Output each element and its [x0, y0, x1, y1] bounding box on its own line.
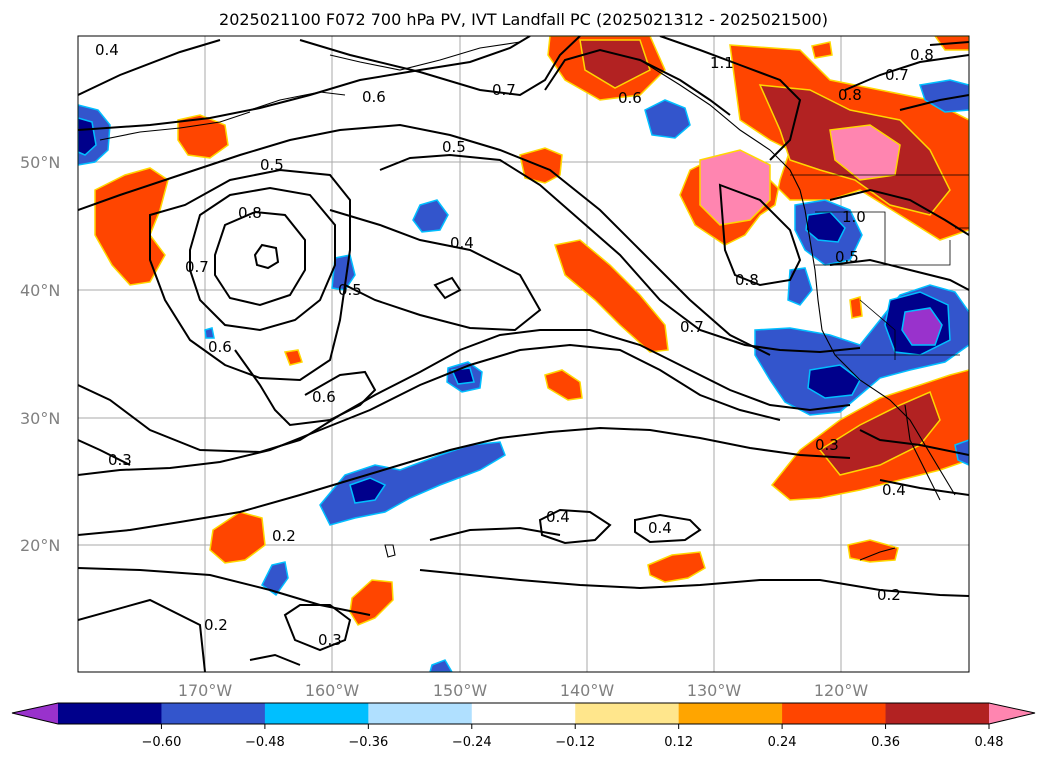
colorbar-tick-label: −0.36 — [348, 735, 388, 750]
colorbar: −0.60 −0.48 −0.36 −0.24 −0.12 0.12 0.24 0.36 0.4… — [11, 702, 1036, 750]
colorbar-ticks: −0.60 −0.48 −0.36 −0.24 −0.12 0.12 0.24 0.36 0.4… — [142, 724, 1004, 750]
colorbar-tick-label: −0.12 — [555, 735, 595, 750]
contour-label: 0.4 — [546, 508, 570, 526]
colorbar-segment — [368, 703, 473, 724]
contour-label: 0.4 — [648, 519, 672, 537]
contour-label: 0.4 — [882, 481, 906, 499]
colorbar-tick-label: 0.24 — [768, 735, 797, 750]
lat-label-50n: 50°N — [20, 153, 60, 172]
colorbar-segment — [885, 703, 990, 724]
colorbar-tick-label: −0.24 — [452, 735, 492, 750]
map-content: 0.4 0.6 0.7 0.6 1.1 0.8 0.7 0.8 0.5 0.8 … — [78, 36, 969, 672]
lat-label-30n: 30°N — [20, 409, 60, 428]
contour-label: 0.7 — [492, 81, 516, 99]
colorbar-segment — [678, 703, 783, 724]
lon-label-150w: 150°W — [433, 681, 488, 700]
contour-label-group: 0.4 0.6 0.7 0.6 1.1 0.8 0.7 0.8 0.5 0.8 … — [95, 41, 934, 649]
contour-label: 0.6 — [618, 89, 642, 107]
colorbar-segment — [58, 703, 162, 724]
colorbar-segment — [161, 703, 266, 724]
contour-label: 1.0 — [842, 208, 866, 226]
colorbar-segment — [575, 703, 680, 724]
contour-label: 0.2 — [204, 616, 228, 634]
contour-label: 0.6 — [208, 338, 232, 356]
lon-label-160w: 160°W — [305, 681, 360, 700]
colorbar-right-extend — [989, 703, 1035, 724]
colorbar-tick-label: 0.48 — [975, 735, 1004, 750]
contour-label: 0.2 — [272, 527, 296, 545]
pv-contours — [78, 36, 969, 672]
contour-label: 0.8 — [238, 204, 262, 222]
contour-label: 0.4 — [450, 234, 474, 252]
lat-label-40n: 40°N — [20, 281, 60, 300]
contour-label: 0.7 — [185, 258, 209, 276]
coastlines — [99, 41, 956, 561]
contour-label: 1.1 — [710, 54, 734, 72]
contour-label: 0.3 — [815, 436, 839, 454]
contour-label: 0.4 — [95, 41, 119, 59]
contour-label: 0.5 — [338, 281, 362, 299]
borders — [790, 174, 969, 360]
contour-label: 0.7 — [885, 66, 909, 84]
colorbar-tick-label: −0.60 — [142, 735, 182, 750]
contour-label: 0.7 — [680, 318, 704, 336]
map-title: 2025021100 F072 700 hPa PV, IVT Landfall… — [219, 10, 828, 29]
lon-label-140w: 140°W — [560, 681, 615, 700]
colorbar-tick-label: 0.12 — [664, 735, 693, 750]
contour-label: 0.8 — [735, 271, 759, 289]
contour-label: 0.5 — [260, 156, 284, 174]
contour-label: 0.8 — [838, 86, 862, 104]
colorbar-segment — [264, 703, 369, 724]
colorbar-outline — [11, 702, 1036, 725]
map-frame — [77, 35, 970, 673]
lon-label-170w: 170°W — [178, 681, 233, 700]
contour-label: 0.5 — [835, 248, 859, 266]
negative-anomaly-fill — [78, 79, 969, 672]
lat-label-20n: 20°N — [20, 536, 60, 555]
contour-label: 0.3 — [318, 631, 342, 649]
colorbar-tick-label: −0.48 — [245, 735, 285, 750]
colorbar-segment — [471, 703, 576, 724]
colorbar-left-extend — [12, 703, 58, 724]
contour-label: 0.6 — [362, 88, 386, 106]
colorbar-segments — [58, 703, 990, 724]
colorbar-segment — [782, 703, 887, 724]
lon-label-130w: 130°W — [687, 681, 742, 700]
contour-label: 0.8 — [910, 46, 934, 64]
contour-label: 0.6 — [312, 388, 336, 406]
colorbar-tick-label: 0.36 — [871, 735, 900, 750]
contour-label: 0.2 — [877, 586, 901, 604]
contour-label: 0.3 — [108, 451, 132, 469]
contour-label: 0.5 — [442, 138, 466, 156]
lon-label-120w: 120°W — [814, 681, 869, 700]
